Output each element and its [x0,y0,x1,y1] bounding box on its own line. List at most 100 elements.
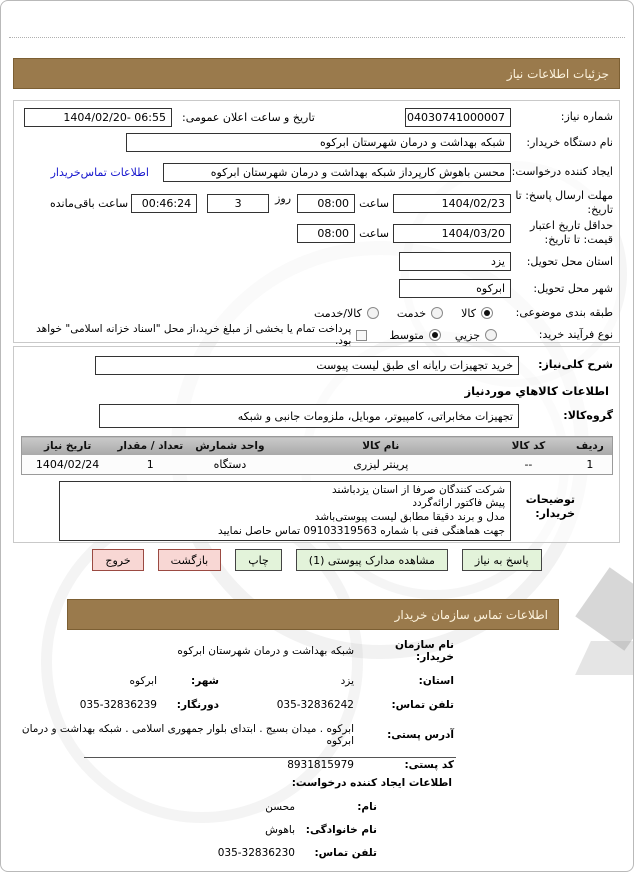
section-divider-line [84,757,456,758]
org-address-label: آدرس پستی: [387,729,454,741]
cell-item-name: پرینتر لیزری [272,455,489,475]
days-count-value: 3 [234,196,242,210]
need-number-row: شماره نیاز: 1104030741000007 تاریخ و ساع… [20,105,613,129]
remaining-time-label: ساعت باقی‌مانده [50,196,129,210]
request-creator-label: ایجاد کننده درخواست: [511,165,613,179]
category-service-radio[interactable] [431,307,444,319]
delivery-city-row: شهر محل تحویل: ابرکوه [20,275,613,302]
delivery-province-label: استان محل تحویل: [526,254,613,268]
request-creator-input[interactable]: محسن باهوش کارپرداز شبکه بهداشت و درمان … [163,162,511,182]
price-validity-date-input[interactable]: 1404/03/20 [393,223,511,243]
reply-deadline-date: 1404/02/23 [441,196,505,210]
details-section-title: جزئیات اطلاعات نیاز [506,66,609,81]
watermark-stamp [575,641,633,675]
days-unit-label: روز [275,191,292,205]
last-name-value: باهوش [265,824,295,836]
col-item-name: نام کالا [272,436,489,455]
buyer-note-line: شرکت کنندگان صرفا از استان یزدباشند [331,483,505,496]
back-button[interactable]: بازگشت [157,549,222,571]
delivery-city-input[interactable]: ابرکوه [399,279,511,298]
buyer-org-label: نام دستگاه خریدار: [526,135,613,149]
buyer-org-input[interactable]: شبکه بهداشت و درمان شهرستان ابرکوه [126,133,511,152]
announce-datetime-label: تاریخ و ساعت اعلان عمومی: [182,110,315,124]
announce-datetime-value: 1404/02/20- 06:55 [63,110,166,124]
purchase-process-row: نوع فرآیند خرید: جزيي متوسط پرداخت تمام … [20,323,613,347]
price-validity-time: 08:00 [317,226,350,240]
price-validity-time-input[interactable]: 08:00 [297,223,356,243]
col-need-date: تاریخ نیاز [21,436,114,455]
cell-item-code: -- [488,455,569,475]
subject-category-label: طبقه بندی موضوعی: [515,306,613,320]
first-name-value: محسن [265,801,295,813]
items-heading: اطلاعات کالاهاي موردنياز [464,384,609,398]
org-city-value: ابرکوه [129,675,157,687]
org-province-label: استان: [418,675,454,687]
goods-group-input[interactable]: تجهیزات مخابراتی، کامپیوتر، موبایل، ملزو… [99,404,519,428]
reply-deadline-time-input[interactable]: 08:00 [297,193,356,213]
goods-group-label: گروه‌کالا: [563,409,613,423]
view-attachments-button[interactable]: مشاهده مدارک پیوستی (1) [295,549,448,571]
contact-section-title: اطلاعات تماس سازمان خریدار [394,607,548,622]
need-summary-value: خرید تجهیزات رایانه ای طبق لیست پیوست [316,358,513,372]
cell-unit: دستگاه [186,455,273,475]
request-creator-row: ایجاد کننده درخواست: محسن باهوش کارپرداز… [20,156,613,188]
creator-phone-label: تلفن تماس: [314,847,377,859]
need-summary-input[interactable]: خرید تجهیزات رایانه ای طبق لیست پیوست [95,355,519,375]
request-creator-block: نام: محسن نام خانوادگی: باهوش تلفن تماس:… [218,801,377,859]
org-phone-value: 035-32836242 [276,699,354,711]
price-validity-row: حداقل تاریخ اعتبار قیمت: تا تاریخ: 1404/… [20,218,613,248]
need-summary-row: شرح کلی‌نیاز: خرید تجهیزات رایانه ای طبق… [20,351,613,379]
price-validity-label: حداقل تاریخ اعتبار قیمت: تا تاریخ: [529,219,613,246]
treasury-checkbox[interactable] [356,329,368,341]
request-creator-heading: اطلاعات ایجاد کننده درخواست: [291,777,452,789]
org-phone-label: تلفن تماس: [391,699,454,711]
remaining-time-box: 00:46:24 [131,193,198,213]
exit-button[interactable]: خروج [92,549,144,571]
category-goods-service-radio[interactable] [366,307,379,319]
days-count-input[interactable]: 3 [207,193,270,213]
reply-hour-label: ساعت [359,196,389,210]
reply-deadline-label: مهلت ارسال پاسخ: تا تاریخ: [515,189,613,216]
need-number-input[interactable]: 1104030741000007 [405,107,511,127]
print-button[interactable]: چاپ [235,549,282,571]
process-minor-label: جزيي [454,328,480,342]
buyer-note-line: مدل و برند دقیقا مطابق لیست پیوستی‌باشد [314,511,505,523]
top-dotted-divider [9,37,625,38]
purchase-process-label: نوع فرآیند خرید: [538,328,613,342]
buyer-contact-block: نام سازمان خریدار: شبکه بهداشت و درمان ش… [1,639,454,771]
contact-section-bar: اطلاعات تماس سازمان خریدار [67,599,559,630]
treasury-note-label: پرداخت تمام یا بخشی از مبلغ خرید،از محل … [36,323,352,347]
goods-table-row: 1 -- پرینتر لیزری دستگاه 1 1404/02/24 [21,455,612,475]
category-goods-radio[interactable] [481,307,493,319]
reply-to-need-button[interactable]: پاسخ به نیاز [461,549,542,571]
announce-datetime-input[interactable]: 1404/02/20- 06:55 [24,107,172,127]
reply-deadline-date-input[interactable]: 1404/02/23 [393,193,511,213]
buyer-contact-link[interactable]: اطلاعات تماس‌خریدار [50,165,149,179]
process-medium-label: متوسط [389,328,424,342]
need-number-label: شماره نیاز: [560,110,613,124]
process-minor-radio[interactable] [485,329,497,341]
action-buttons-row: پاسخ به نیاز مشاهده مدارک پیوستی (1) چاپ… [1,549,633,571]
goods-group-value: تجهیزات مخابراتی، کامپیوتر، موبایل، ملزو… [237,409,513,423]
delivery-city-value: ابرکوه [476,282,505,295]
buyer-org-value: شبکه بهداشت و درمان شهرستان ابرکوه [319,136,505,149]
price-validity-date: 1404/03/20 [441,226,505,240]
first-name-label: نام: [357,801,377,813]
org-city-label: شهر: [191,675,219,687]
delivery-province-input[interactable]: یزد [399,252,511,271]
org-name-label: نام سازمان خریدار: [395,639,454,663]
cell-row-number: 1 [568,455,612,475]
delivery-province-value: یزد [490,255,505,268]
buyer-notes-textarea[interactable]: شرکت کنندگان صرفا از استان یزدباشند پیش … [59,481,511,541]
request-creator-value: محسن باهوش کارپرداز شبکه بهداشت و درمان … [210,165,505,179]
cell-need-date: 1404/02/24 [21,455,114,475]
org-name-value: شبکه بهداشت و درمان شهرستان ابرکوه [177,645,354,657]
category-goods-label: کالا [461,306,476,320]
buyer-org-row: نام دستگاه خریدار: شبکه بهداشت و درمان ش… [20,129,613,156]
process-medium-radio[interactable] [428,329,441,341]
col-quantity: تعداد / مقدار [113,436,187,455]
org-fax-label: دورنگار: [176,699,219,711]
reply-deadline-row: مهلت ارسال پاسخ: تا تاریخ: 1404/02/23 سا… [20,188,613,218]
goods-group-row: گروه‌کالا: تجهیزات مخابراتی، کامپیوتر، م… [20,401,613,431]
